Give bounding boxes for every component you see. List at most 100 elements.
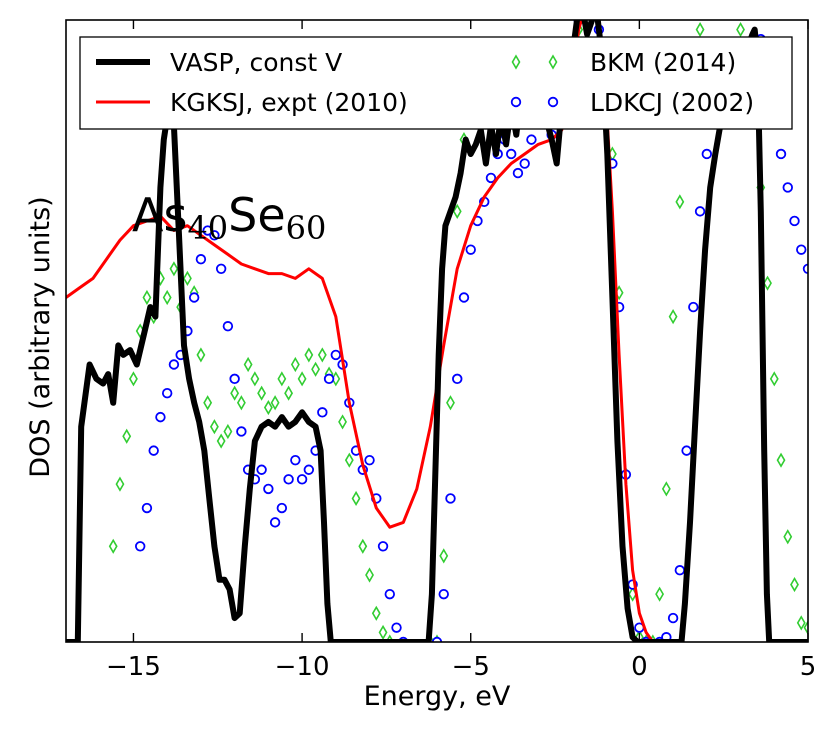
data-point	[668, 309, 678, 325]
data-point	[141, 502, 153, 514]
data-point	[776, 452, 786, 468]
data-point	[168, 359, 180, 370]
data-point	[452, 203, 462, 219]
data-point	[458, 292, 470, 303]
data-point	[802, 263, 808, 274]
x-tick-label: 0	[631, 652, 648, 682]
legend: VASP, const V KGKSJ, expt (2010) BKM (20…	[79, 36, 793, 130]
data-point	[736, 21, 745, 38]
x-tick-label: −10	[275, 652, 330, 682]
data-point	[439, 548, 449, 564]
annotation-element-as: As	[132, 188, 187, 242]
data-point	[803, 620, 808, 636]
data-point	[796, 244, 807, 255]
data-point	[364, 454, 375, 466]
data-point	[229, 373, 240, 385]
data-point	[162, 289, 172, 306]
data-point	[236, 395, 246, 411]
data-point	[270, 395, 280, 411]
data-point	[277, 371, 287, 387]
data-point	[317, 407, 328, 418]
data-point	[263, 483, 274, 495]
compound-annotation: As40Se60	[132, 188, 326, 247]
data-point	[338, 414, 347, 430]
data-point	[445, 493, 456, 504]
data-point	[358, 538, 368, 554]
data-point	[317, 347, 327, 363]
data-point	[256, 464, 267, 475]
data-point	[250, 371, 260, 387]
data-point	[323, 373, 335, 385]
data-point	[155, 411, 166, 423]
data-point	[701, 148, 713, 160]
data-point	[209, 230, 220, 241]
legend-label-vasp: VASP, const V	[170, 48, 342, 77]
data-point	[661, 481, 671, 497]
data-point	[276, 502, 288, 514]
x-tick-label: −15	[106, 652, 161, 682]
data-point	[222, 321, 234, 332]
annotation-element-se: Se	[228, 188, 286, 242]
x-axis: −15 −10 −5 0 5	[106, 20, 816, 682]
data-point	[775, 148, 787, 160]
data-point	[391, 622, 402, 633]
legend-label-bkm: BKM (2014)	[590, 48, 736, 77]
data-point	[134, 541, 146, 552]
data-point	[129, 371, 138, 387]
data-point	[790, 576, 799, 593]
data-point	[519, 158, 530, 169]
data-point	[263, 399, 273, 416]
series-line-vasp-const-v	[66, 20, 808, 642]
data-point	[161, 388, 173, 399]
data-point	[303, 464, 315, 475]
data-point	[148, 445, 159, 456]
x-axis-label: Energy, eV	[364, 681, 511, 712]
data-point	[290, 356, 300, 373]
data-point	[674, 565, 686, 576]
data-point	[446, 395, 455, 411]
data-point	[330, 349, 342, 361]
data-point	[688, 301, 699, 313]
data-point	[203, 395, 213, 411]
data-point	[304, 347, 314, 363]
data-point	[783, 529, 793, 545]
data-point	[506, 148, 517, 160]
data-point	[284, 385, 294, 401]
data-point	[216, 433, 226, 449]
data-point	[675, 194, 685, 210]
data-point	[452, 373, 463, 385]
annotation-subscript-40: 40	[187, 209, 228, 247]
data-point	[782, 182, 793, 193]
data-point	[655, 586, 665, 602]
data-point	[122, 428, 132, 444]
series-vasp-const-v	[66, 20, 808, 642]
data-point	[796, 615, 806, 631]
data-point	[695, 21, 705, 38]
annotation-subscript-60: 60	[286, 209, 327, 247]
x-tick-label: −5	[452, 652, 490, 682]
data-point	[297, 371, 307, 387]
data-point	[344, 452, 354, 468]
data-point	[283, 474, 294, 485]
data-point	[296, 474, 308, 485]
data-point	[377, 541, 389, 552]
data-point	[243, 356, 253, 373]
data-point	[215, 263, 227, 275]
plot-frame	[65, 19, 809, 643]
data-point	[257, 385, 267, 401]
data-point	[169, 261, 179, 277]
data-point	[195, 254, 207, 265]
data-point	[108, 538, 118, 554]
data-point	[115, 476, 125, 492]
data-point	[351, 490, 361, 507]
data-point	[438, 588, 449, 600]
data-point	[512, 167, 524, 179]
data-point	[290, 454, 301, 466]
data-point	[485, 172, 497, 184]
data-point	[526, 134, 537, 145]
data-point	[202, 225, 213, 236]
data-point	[681, 445, 692, 456]
data-point	[311, 361, 321, 377]
data-point	[182, 270, 192, 286]
